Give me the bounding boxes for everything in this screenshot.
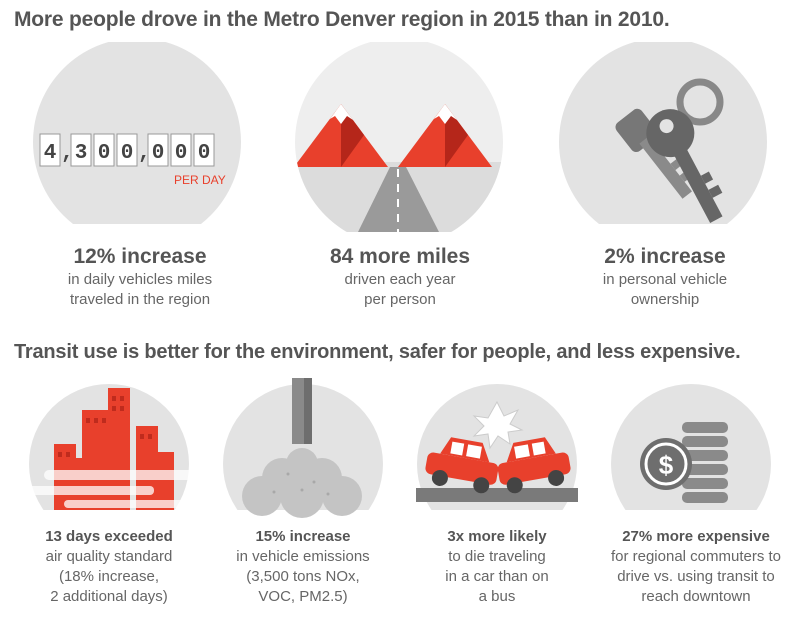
stat-miles-per-person: 84 more miles driven each year per perso… bbox=[280, 244, 520, 310]
stat-headline: 27% more expensive bbox=[622, 528, 770, 545]
dollar-coins-icon: $ bbox=[611, 384, 771, 510]
stat-description-line: drive vs. using transit to bbox=[617, 568, 775, 585]
bottom-heading: Transit use is better for the environmen… bbox=[14, 341, 741, 363]
stat-safety: 3x more likely to die traveling in a car… bbox=[402, 527, 592, 607]
odometer-digit-tile bbox=[193, 133, 215, 167]
stat-headline: 3x more likely bbox=[447, 528, 547, 545]
odometer-digit-tile bbox=[116, 133, 138, 167]
odometer-digit: 0 bbox=[175, 142, 188, 165]
stat-emissions: 15% increase in vehicle emissions (3,500… bbox=[208, 527, 398, 607]
stat-description-line: for regional commuters to bbox=[610, 548, 782, 565]
stat-description-line: in vehicle emissions bbox=[236, 548, 370, 565]
stat-description-line: 2 additional days) bbox=[50, 588, 168, 605]
stat-description-line: (3,500 tons NOx, bbox=[246, 568, 360, 585]
odometer-digit: 3 bbox=[75, 142, 88, 165]
stat-vehicle-miles: 12% increase in daily vehicles miles tra… bbox=[20, 244, 260, 310]
smoggy-city-icon bbox=[24, 384, 194, 510]
stat-description-line: traveled in the region bbox=[69, 291, 211, 308]
stat-description-line: driven each year bbox=[344, 271, 456, 288]
stat-headline: 15% increase bbox=[255, 528, 351, 545]
stat-description-line: ownership bbox=[630, 291, 700, 308]
odometer-digit: 4 bbox=[44, 142, 57, 165]
odometer-digit-tile bbox=[93, 133, 115, 167]
odometer-digit: 0 bbox=[98, 142, 111, 165]
stat-cost: 27% more expensive for regional commuter… bbox=[596, 527, 796, 607]
stat-description-line: a bus bbox=[478, 588, 516, 605]
stat-headline: 2% increase bbox=[604, 245, 726, 268]
stat-vehicle-ownership: 2% increase in personal vehicle ownershi… bbox=[545, 244, 785, 310]
odometer-digit-tile bbox=[147, 133, 169, 167]
stat-description-line: (18% increase, bbox=[58, 568, 160, 585]
stat-description-line: air quality standard bbox=[45, 548, 173, 565]
odometer-digit: 0 bbox=[198, 142, 211, 165]
odometer-digit: 0 bbox=[152, 142, 165, 165]
odometer-separator: , bbox=[61, 142, 74, 165]
stat-description-line: in daily vehicles miles bbox=[67, 271, 213, 288]
stat-description-line: VOC, PM2.5) bbox=[258, 588, 348, 605]
top-heading: More people drove in the Metro Denver re… bbox=[14, 8, 670, 31]
odometer-digit-tile bbox=[39, 133, 61, 167]
odometer-digit-tile bbox=[170, 133, 192, 167]
stat-description-line: in a car than on bbox=[445, 568, 549, 585]
car-crash-icon bbox=[416, 384, 578, 510]
car-keys-icon bbox=[559, 42, 767, 224]
stat-headline: 13 days exceeded bbox=[45, 528, 173, 545]
stat-headline: 84 more miles bbox=[329, 245, 471, 268]
stat-headline: 12% increase bbox=[73, 245, 207, 268]
mountain-road-icon bbox=[295, 42, 503, 232]
stat-description-line: per person bbox=[364, 291, 436, 308]
exhaust-pipe-icon bbox=[223, 378, 383, 518]
odometer-separator: , bbox=[138, 142, 151, 165]
stat-description-line: reach downtown bbox=[641, 588, 751, 605]
svg-text:$: $ bbox=[659, 450, 674, 480]
odometer-digit: 0 bbox=[121, 142, 134, 165]
per-day-label: PER DAY bbox=[174, 173, 226, 187]
odometer-digit-tile bbox=[70, 133, 92, 167]
stat-description-line: to die traveling bbox=[448, 548, 546, 565]
stat-description-line: in personal vehicle bbox=[602, 271, 728, 288]
stat-air-quality: 13 days exceeded air quality standard (1… bbox=[14, 527, 204, 607]
